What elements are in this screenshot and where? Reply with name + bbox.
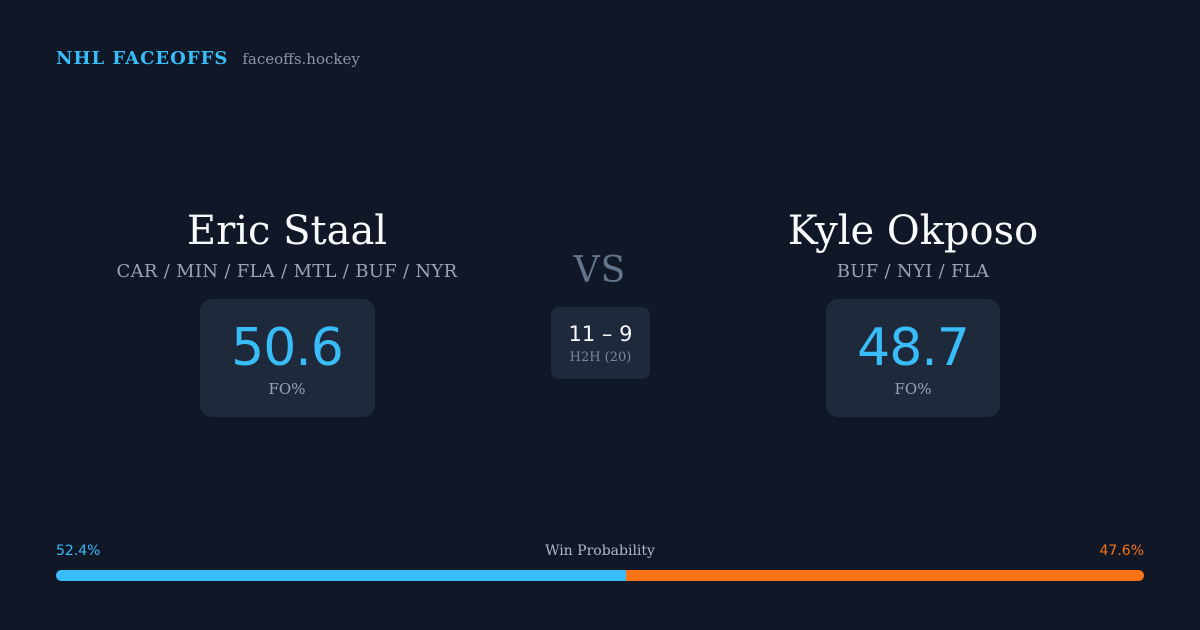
player-right: Kyle Okposo BUF / NYI / FLA 48.7 FO% — [693, 205, 1133, 417]
head-to-head-card: 11 – 9 H2H (20) — [551, 307, 650, 379]
player-left-fo-card: 50.6 FO% — [199, 299, 375, 417]
versus-label: VS — [573, 250, 627, 291]
player-right-fo-card: 48.7 FO% — [826, 299, 1000, 417]
head-to-head-score: 11 – 9 — [568, 321, 633, 346]
brand: NHL FACEOFFS faceoffs.hockey — [56, 48, 360, 69]
win-probability-left-label: 52.4% — [56, 543, 101, 559]
player-right-fo-value: 48.7 — [857, 318, 970, 378]
win-probability-right-fill — [626, 570, 1144, 581]
player-right-teams: BUF / NYI / FLA — [836, 261, 990, 282]
player-left-teams: CAR / MIN / FLA / MTL / BUF / NYR — [116, 261, 458, 282]
brand-site: faceoffs.hockey — [242, 50, 360, 68]
player-right-name: Kyle Okposo — [787, 208, 1039, 254]
player-left: Eric Staal CAR / MIN / FLA / MTL / BUF /… — [67, 205, 507, 417]
win-probability-bar — [56, 570, 1144, 581]
player-left-fo-value: 50.6 — [231, 318, 344, 378]
win-probability-title: Win Probability — [545, 543, 655, 559]
win-probability-left-fill — [56, 570, 627, 581]
player-left-name: Eric Staal — [186, 208, 388, 254]
player-left-fo-label: FO% — [268, 380, 306, 398]
head-to-head-label: H2H (20) — [569, 349, 632, 365]
win-probability-labels: 52.4% Win Probability 47.6% — [56, 543, 1144, 563]
win-probability-right-label: 47.6% — [1099, 543, 1144, 559]
brand-name: NHL FACEOFFS — [56, 48, 229, 69]
player-right-fo-label: FO% — [894, 380, 932, 398]
